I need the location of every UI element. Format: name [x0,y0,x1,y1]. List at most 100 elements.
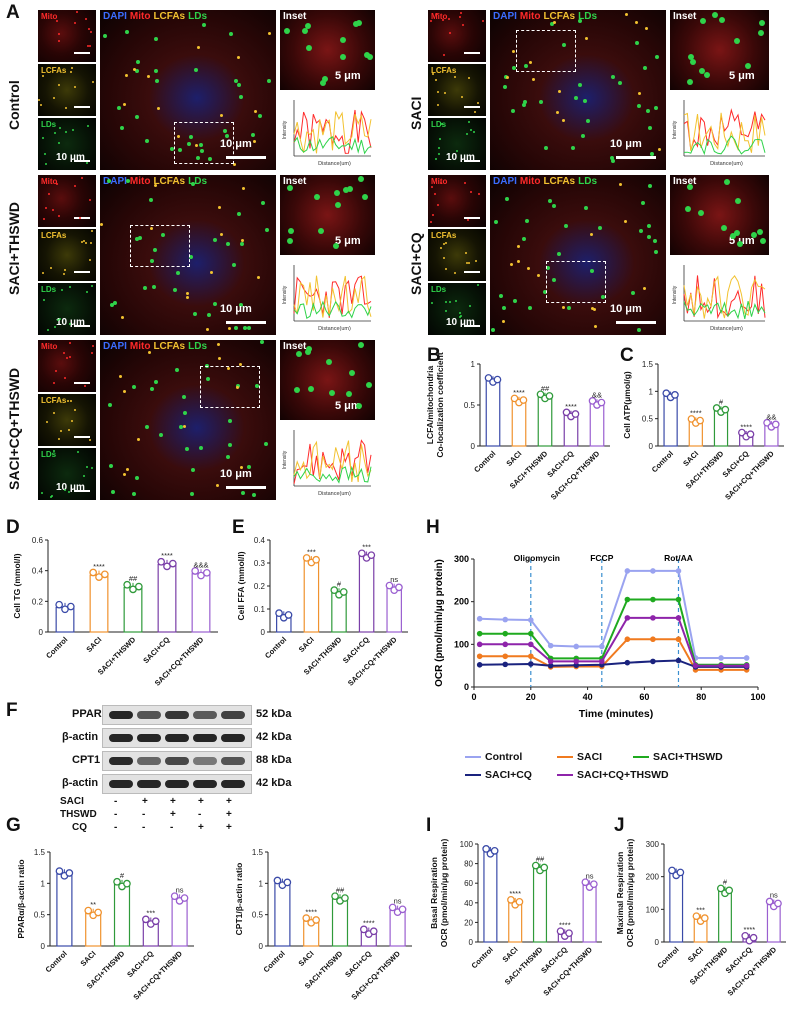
data-point [170,892,179,901]
blot-band [221,757,245,765]
droplet-dot [511,65,516,70]
scale-bar [74,52,90,54]
x-tick-label: Control [650,449,675,474]
droplet-dot [67,491,70,494]
droplet-dot [225,242,230,247]
droplet-dot [366,53,373,60]
series-point [528,653,534,660]
droplet-dot [123,390,127,394]
droplet-dot [645,108,650,113]
droplet-dot [462,23,465,26]
droplet-dot [178,425,183,430]
droplet-dot [470,191,473,194]
droplet-dot [184,447,189,452]
channel-label-lcfa: LCFAs [153,341,186,352]
blot-band [109,757,133,765]
data-point [84,906,93,915]
droplet-dot [698,209,705,216]
droplet-dot [532,78,536,82]
channel-label-lds: LDs [188,341,208,352]
merged-micrograph: DAPI Mito LCFAs LDs 10 μm [490,10,666,170]
droplet-dot [364,52,371,59]
y-tick-label: 1 [649,387,654,396]
treatment-sign: - [142,809,146,820]
droplet-dot [284,28,291,35]
blot-band [193,734,217,742]
droplet-dot [223,129,228,134]
droplet-dot [619,182,623,186]
droplet-dot [593,325,597,329]
droplet-dot [553,21,557,25]
scale-bar-label: 10 μm [610,138,642,150]
droplet-dot [647,183,652,188]
data-point [360,925,368,934]
x-tick-label: 100 [750,692,765,702]
channel-label: LDs [431,120,447,129]
droplet-dot [186,295,190,299]
droplet-dot [649,152,654,157]
chart-d: 0 0.2 0.4 0.6 Cell TG (mmol/l) Control **** SAC… [12,536,218,688]
y-tick-label: 0.2 [32,597,44,606]
droplet-dot [512,299,517,304]
y-tick-label: 0.6 [32,536,44,545]
data-point [151,917,160,926]
droplet-dot [552,204,557,209]
blot-band [137,734,161,742]
significance-label: **** [740,422,752,431]
droplet-dot [334,189,341,196]
y-axis-label: OCR (pmol/min/μg protein) [434,559,445,687]
profile-ylabel: Intensity [672,120,678,139]
legend-label: SACI+CQ+THSWD [577,769,669,781]
droplet-dot [58,215,61,218]
droplet-dot [729,233,736,240]
droplet-dot [445,267,448,270]
y-tick-label: 1.5 [34,848,46,857]
scale-bar [616,321,656,324]
droplet-dot [549,21,554,26]
droplet-dot [437,147,440,150]
channel-label: LCFAs [41,396,67,405]
droplet-dot [183,411,188,416]
droplet-dot [103,33,108,38]
inset-label: Inset [673,11,697,22]
legend-swatch [465,756,481,758]
kda-label: 42 kDa [256,731,292,743]
droplet-dot [217,205,221,209]
droplet-dot [135,68,140,73]
data-point [597,398,606,407]
protein-label: CPT1 [72,754,101,766]
droplet-dot [38,98,41,101]
significance-label: &&& [193,560,208,569]
droplet-dot [157,107,161,111]
inset-scale-label: 5 μm [729,235,755,247]
y-tick-label: 1.5 [642,360,654,369]
treatment-sign: + [170,796,176,807]
significance-label: *** [307,547,316,556]
data-point [716,884,725,893]
bar [358,555,375,633]
series-point [528,641,534,648]
bar [485,379,501,447]
data-point [65,869,74,877]
y-tick-label: 0 [471,442,476,451]
intensity-profile: Intensity Distance(um) [280,259,375,333]
bar [56,873,73,947]
droplet-dot [224,134,229,139]
blot-band [165,734,189,742]
droplet-dot [524,63,529,68]
significance-label: **** [565,402,577,411]
droplet-dot [193,68,198,73]
panel-label-g: G [6,815,21,836]
droplet-dot [73,86,76,89]
droplet-dot [557,90,561,94]
droplet-dot [582,99,587,104]
significance-label: ** [90,900,96,909]
droplet-dot [39,103,42,106]
droplet-dot [473,131,476,134]
droplet-dot [521,237,526,242]
droplet-dot [654,105,659,110]
significance-label: ## [541,384,550,393]
data-point [774,899,782,908]
droplet-dot [178,147,183,152]
scale-bar [464,325,480,327]
